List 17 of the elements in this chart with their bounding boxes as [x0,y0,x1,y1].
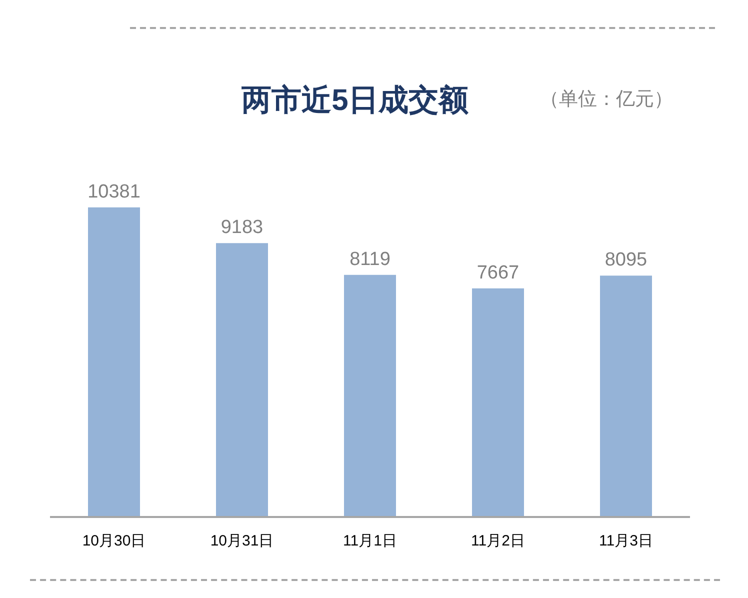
data-label: 8095 [604,250,648,271]
bar [88,207,140,517]
x-tick-label: 10月31日 [210,532,274,550]
data-label: 9183 [220,217,264,238]
bar [344,274,396,517]
chart-title: 两市近5日成交额 [242,84,468,117]
bar [216,243,268,517]
data-label: 10381 [88,181,140,202]
x-tick-label: 11月2日 [471,532,525,550]
chart-subtitle: （单位：亿元） [540,88,673,112]
x-tick-label: 11月1日 [343,532,397,550]
data-label: 7667 [476,262,520,284]
bar [600,276,652,517]
data-label: 8119 [350,248,390,270]
bar [472,288,524,517]
x-tick-label: 10月30日 [82,532,146,550]
x-tick-label: 11月3日 [599,532,653,550]
